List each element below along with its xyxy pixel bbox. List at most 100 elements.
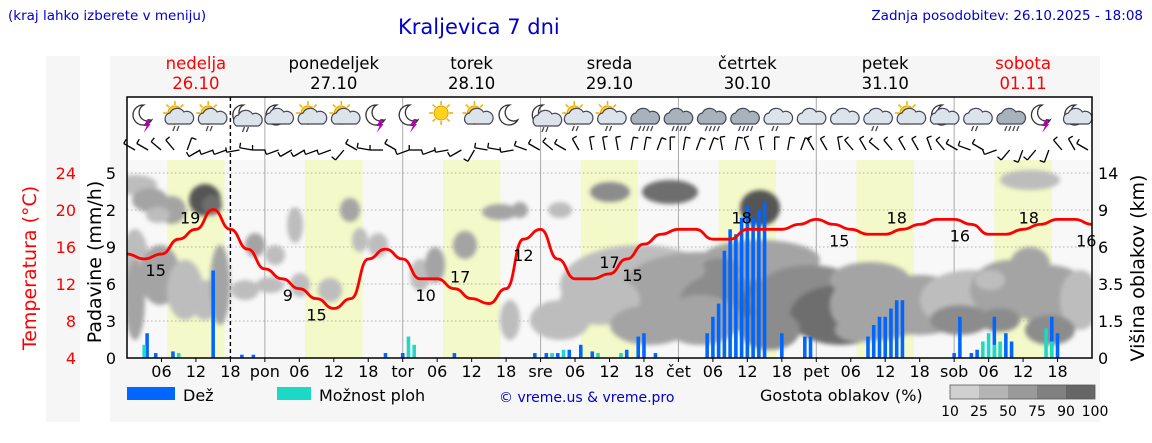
wind-barb (384, 138, 397, 151)
cloud-patch (642, 180, 698, 204)
cloud-density-swatch (1037, 385, 1066, 399)
day-date: 31.10 (862, 74, 909, 93)
rain-bar (567, 349, 572, 358)
wind-barb (837, 135, 843, 151)
wind-barb (553, 138, 567, 151)
sun-cloud-icon (329, 101, 361, 125)
cloud-patch (340, 198, 360, 222)
heavy-rain-cloud-icon (663, 107, 694, 132)
wind-barb (316, 149, 332, 156)
showers-bar (142, 344, 147, 358)
daylight-band (305, 160, 363, 358)
wind-barb (982, 149, 997, 156)
x-tick-label: 06 (978, 362, 998, 381)
x-tick-label: 12 (875, 362, 895, 381)
wind-barb (868, 137, 880, 151)
wind-barb (971, 138, 984, 151)
cloud-patch (287, 207, 303, 243)
rain-cloud-icon (763, 107, 794, 132)
x-tick-label: 12 (186, 362, 206, 381)
cloud-patch (830, 262, 910, 298)
rain-bar (533, 353, 537, 358)
wind-barb (434, 147, 449, 153)
wind-barb (898, 135, 906, 151)
wind-barb (734, 136, 743, 151)
moon-thunder-icon (365, 104, 387, 133)
last-update: Zadnja posodobitev: 26.10.2025 - 18:08 (871, 8, 1143, 24)
x-tick-label: 18 (496, 362, 516, 381)
showers-bar (550, 353, 554, 358)
temp-tick-label: 4 (66, 349, 76, 368)
wind-barb (656, 137, 667, 151)
rain-bar (240, 354, 244, 358)
moon-icon (498, 104, 520, 126)
page-title: Kraljevica 7 dni (398, 15, 560, 39)
rain-bar (716, 303, 721, 358)
day-date: 01.11 (999, 74, 1046, 93)
temperature-label: 19 (180, 208, 200, 227)
day-date: 27.10 (310, 74, 357, 93)
wind-barb (682, 136, 691, 151)
temperature-label: 17 (450, 268, 470, 287)
rain-bar (992, 316, 997, 358)
wind-barb (602, 135, 608, 151)
rain-bar (642, 333, 646, 358)
wind-barb (420, 149, 436, 156)
wind-barb (669, 136, 676, 150)
cloud-patch (512, 202, 528, 218)
precip-tick-label: 2 (106, 201, 116, 220)
cloud-patch (700, 258, 740, 282)
cloud-density-level: 25 (970, 404, 988, 420)
wind-barb (211, 149, 227, 156)
cloud-patch (610, 305, 690, 345)
cloud-patch (835, 318, 885, 342)
rain-bar (803, 336, 807, 358)
rain-bar (780, 333, 784, 358)
rain-bar (544, 353, 549, 358)
wind-barb (806, 135, 815, 151)
x-tick-label: 12 (461, 362, 481, 381)
rain-bar (762, 201, 767, 358)
rain-bar (705, 333, 709, 358)
rain-bar (1050, 316, 1054, 358)
wind-barb (264, 149, 279, 156)
wind-barb (1053, 136, 1063, 151)
cloud-density-level: 75 (1028, 404, 1046, 420)
x-tick-label: 12 (737, 362, 757, 381)
wind-barb (615, 135, 621, 151)
wind-barb (945, 138, 958, 151)
day-name: ponedeljek (288, 54, 379, 73)
temperature-label: 18 (887, 208, 907, 227)
rain-bar (636, 336, 641, 358)
rain-bar (1009, 341, 1014, 358)
temperature-label: 15 (829, 231, 849, 250)
rain-bar (808, 336, 813, 358)
legend-showers-label: Možnost ploh (319, 386, 425, 405)
showers-bar (992, 344, 997, 358)
wind-barb (571, 135, 580, 151)
cloud-height-tick-label: 6 (1098, 238, 1108, 257)
wind-barb (527, 138, 541, 151)
wind-barb (926, 135, 932, 151)
wind-barb (394, 149, 410, 156)
credit-link[interactable]: © vreme.us & vreme.pro (499, 390, 674, 406)
cloud-density-swatch (1008, 385, 1037, 399)
wind-barb (474, 142, 488, 151)
temp-tick-label: 16 (56, 238, 76, 257)
temperature-label: 9 (283, 286, 293, 305)
wind-barb (819, 135, 828, 151)
wind-barb (290, 149, 306, 158)
temperature-label: 18 (1019, 208, 1039, 227)
temperature-label: 15 (146, 261, 166, 280)
cloud-patch (210, 245, 230, 325)
location-note[interactable]: (kraj lahko izberete v meniju) (8, 8, 207, 24)
wind-barb (1023, 149, 1037, 161)
wind-barb (331, 149, 345, 161)
cloud-patch (1025, 315, 1075, 345)
rain-bar (877, 316, 882, 358)
rain-bar (734, 234, 738, 358)
cloud-patch (482, 204, 518, 220)
cloud-patch (146, 207, 170, 223)
wind-barb (369, 145, 384, 151)
sun-cloud-icon (894, 101, 927, 125)
